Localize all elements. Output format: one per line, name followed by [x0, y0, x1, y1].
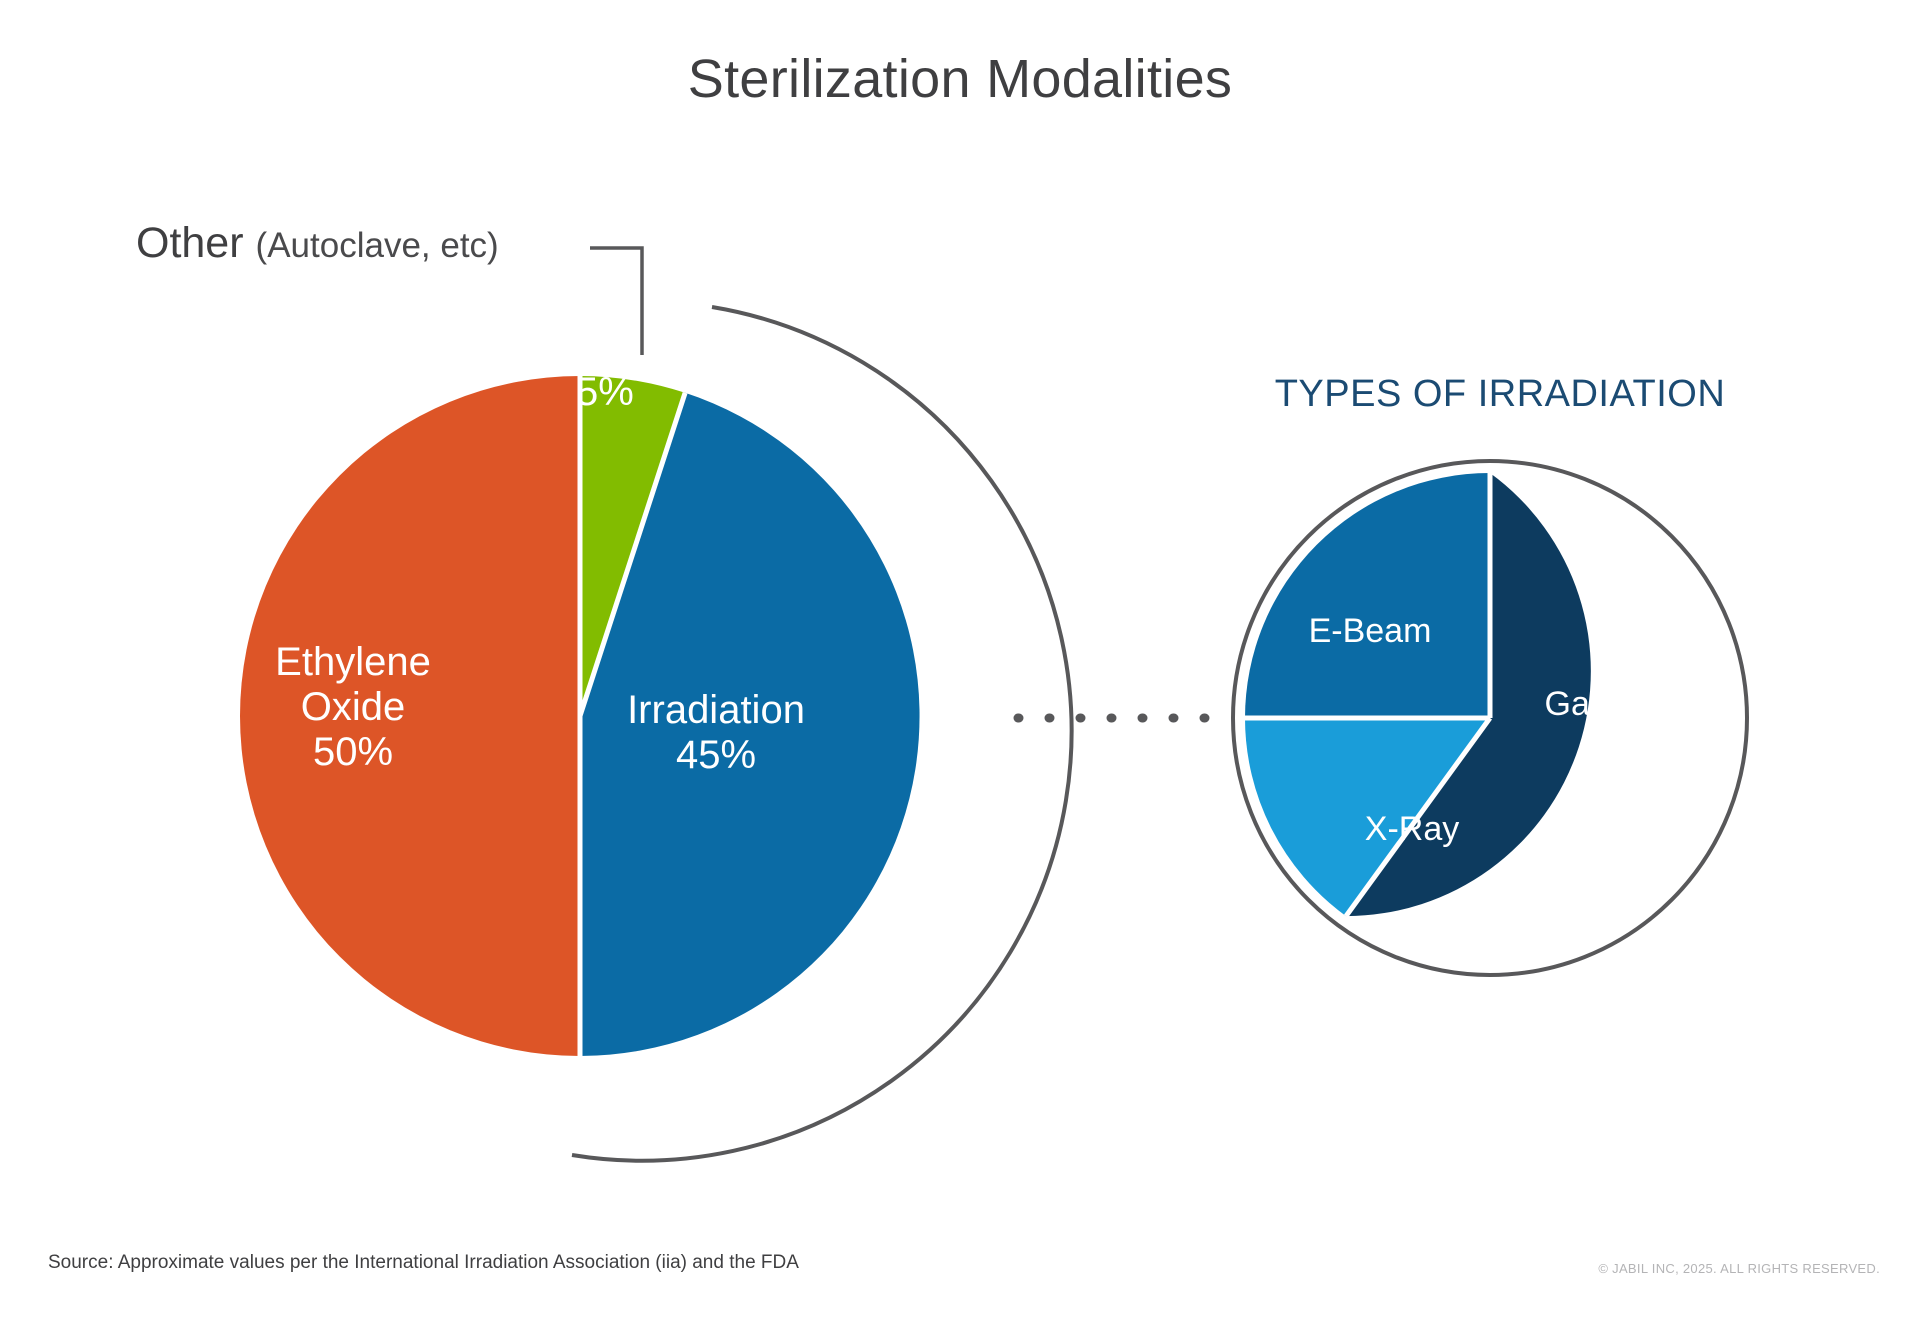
sub-pie-outer-ring	[1231, 459, 1749, 977]
irradiation-line1: Irradiation	[627, 688, 805, 732]
pie-slice-irradiation[interactable]	[580, 392, 920, 1056]
sub-pie-separator-gamma-xray	[1343, 716, 1493, 918]
page-title: Sterilization Modalities	[687, 49, 1233, 109]
other-callout-sub: (Autoclave, etc)	[255, 226, 499, 265]
sub-pie-slice-ebeam[interactable]	[1245, 473, 1490, 718]
other-slice-callout: Other (Autoclave, etc)	[136, 222, 499, 265]
pie-slice-ethylene-oxide[interactable]	[240, 376, 580, 1056]
xray-label: X-Ray	[1364, 810, 1460, 848]
ethylene-oxide-label: Ethylene Oxide 50%	[238, 640, 468, 774]
sub-pie-slice-xray[interactable]	[1245, 718, 1490, 917]
source-note: Source: Approximate values per the Inter…	[48, 1252, 799, 1273]
ethylene-oxide-line2: Oxide	[300, 684, 406, 729]
irradiation-label: Irradiation 45%	[596, 688, 836, 778]
copyright-note: © JABIL INC, 2025. ALL RIGHTS RESERVED.	[1598, 1261, 1880, 1276]
other-leader-line	[590, 246, 644, 355]
irradiation-value: 45%	[675, 732, 757, 777]
ebeam-label: E-Beam	[1308, 612, 1432, 650]
pie-separator-other-irradiation	[577, 392, 688, 717]
irradiation-bracket-arc	[571, 305, 1074, 1163]
gamma-label: Gamma	[1544, 685, 1666, 723]
other-callout-main: Other	[136, 219, 244, 267]
other-value-label: 5%	[576, 370, 634, 414]
ethylene-oxide-value: 50%	[312, 729, 394, 774]
sub-chart-heading: TYPES OF IRRADIATION	[1274, 373, 1726, 415]
ethylene-oxide-line1: Ethylene	[275, 640, 431, 684]
sub-pie-slice-gamma[interactable]	[1346, 473, 1591, 917]
irradiation-sub-pie	[1231, 459, 1749, 977]
main-pie-chart	[240, 376, 920, 1056]
